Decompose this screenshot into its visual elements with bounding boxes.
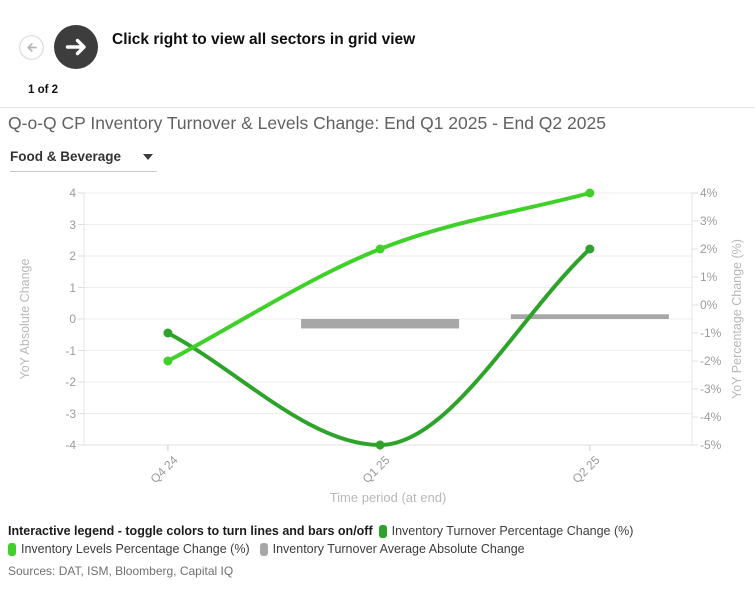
nav-caption: Click right to view all sectors in grid … [112, 31, 416, 48]
series-point [375, 440, 385, 450]
series-point [585, 188, 595, 198]
axis-tick-label: 3% [700, 214, 718, 228]
axis-tick-label: 2 [69, 249, 76, 263]
bar-avg-abs-change [510, 314, 669, 319]
axis-tick-label: -4% [700, 410, 722, 424]
right-axis-title: YoY Percentage Change (%) [730, 239, 744, 399]
caret-down-icon [143, 153, 153, 160]
series-point [163, 356, 173, 366]
axis-tick-label: -1 [65, 343, 76, 358]
chart-legend: Interactive legend - toggle colors to tu… [8, 524, 748, 560]
sector-dropdown-value: Food & Beverage [10, 149, 122, 164]
legend-swatch-avg-abs [259, 542, 268, 556]
axis-tick-label: 0 [69, 312, 76, 326]
divider [0, 107, 755, 108]
axis-tick-label: 3 [69, 217, 76, 232]
page-indicator: 1 of 2 [28, 84, 59, 96]
axis-tick-label: -3% [700, 382, 722, 396]
axis-tick-label: -5% [700, 438, 722, 452]
bar-avg-abs-change [301, 319, 460, 329]
legend-label: Inventory Turnover Average Absolute Chan… [272, 542, 525, 556]
series-point [585, 244, 595, 254]
legend-item-levels-pct[interactable]: Inventory Levels Percentage Change (%) [8, 542, 250, 556]
axis-tick-label: 0% [700, 298, 718, 312]
x-axis-title: Time period (at end) [329, 490, 447, 505]
left-axis-title: YoY Absolute Change [18, 258, 32, 380]
axis-tick-label: -2% [700, 354, 722, 368]
series-line [165, 247, 592, 448]
arrow-left-icon [19, 35, 44, 63]
arrow-right-icon [54, 25, 98, 72]
legend-label: Inventory Levels Percentage Change (%) [21, 542, 250, 556]
legend-swatch-levels-pct [8, 542, 16, 556]
series-point [375, 244, 385, 254]
prev-sector-button[interactable] [19, 35, 44, 60]
axis-tick-label: -2 [65, 375, 76, 389]
legend-item-turnover-pct[interactable]: Inventory Turnover Percentage Change (%) [378, 524, 634, 538]
legend-item-avg-abs[interactable]: Inventory Turnover Average Absolute Chan… [259, 542, 525, 556]
next-sector-button[interactable] [54, 25, 98, 69]
legend-label: Inventory Turnover Percentage Change (%) [391, 524, 634, 538]
sector-dropdown[interactable]: Food & Beverage [10, 149, 157, 172]
axis-tick-label: -1% [700, 326, 722, 340]
axis-tick-label: -3 [65, 406, 76, 421]
axis-tick-label: 2% [700, 242, 718, 256]
legend-swatch-turnover-pct [378, 524, 387, 538]
axis-tick-label: 4 [69, 186, 76, 200]
axis-tick-label: -4 [65, 438, 76, 452]
series-point [163, 328, 173, 338]
axis-tick-label: 1% [700, 270, 718, 284]
legend-hint: Interactive legend - toggle colors to tu… [8, 524, 373, 538]
series-line [165, 191, 592, 363]
sources-note: Sources: DAT, ISM, Bloomberg, Capital IQ [8, 564, 234, 578]
axis-tick-label: 1 [69, 280, 76, 295]
axis-tick-label: 4% [700, 186, 718, 200]
chart-title: Q-o-Q CP Inventory Turnover & Levels Cha… [8, 113, 606, 133]
